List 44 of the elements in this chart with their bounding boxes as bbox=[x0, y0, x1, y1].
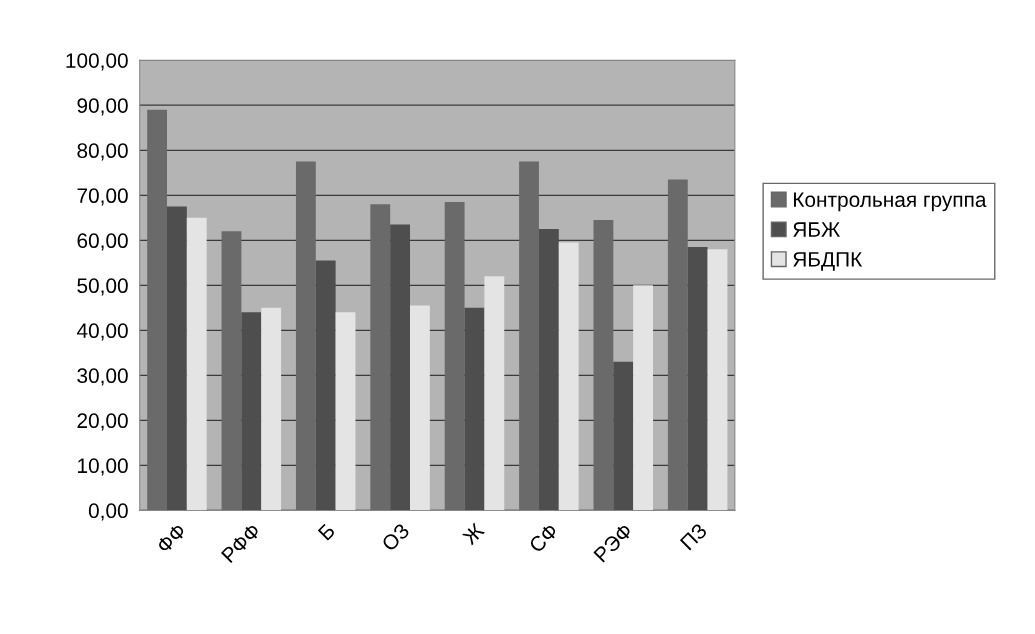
bar bbox=[593, 220, 614, 511]
y-tick-label: 50,00 bbox=[77, 278, 128, 296]
y-tick-label: 60,00 bbox=[77, 233, 128, 251]
bar bbox=[538, 229, 559, 511]
bar bbox=[519, 161, 539, 511]
x-tick-label: СФ bbox=[528, 522, 559, 554]
bar bbox=[707, 249, 728, 511]
y-tick-label: 70,00 bbox=[77, 188, 128, 206]
y-tick-label: 20,00 bbox=[77, 413, 128, 431]
bar bbox=[315, 260, 336, 511]
bar bbox=[221, 231, 242, 511]
bar bbox=[633, 285, 654, 511]
x-tick-label: ОЗ bbox=[380, 522, 411, 552]
legend-label: ЯБДПК bbox=[793, 252, 863, 271]
bar bbox=[167, 206, 187, 511]
bar bbox=[295, 161, 316, 511]
legend-label: ЯБЖ bbox=[793, 222, 840, 237]
bar bbox=[186, 217, 207, 511]
x-tick-label: Б bbox=[317, 522, 336, 541]
y-tick-label: 80,00 bbox=[77, 143, 128, 161]
legend-label: Контрольная группа bbox=[794, 192, 987, 212]
bar bbox=[390, 224, 411, 511]
y-tick-label: 10,00 bbox=[78, 458, 128, 476]
y-tick-label: 30,00 bbox=[77, 368, 128, 386]
bar bbox=[335, 312, 356, 511]
bar bbox=[667, 179, 688, 511]
bar bbox=[261, 307, 282, 511]
bar bbox=[613, 361, 634, 511]
y-tick-label: 40,00 bbox=[76, 323, 128, 341]
bar bbox=[484, 276, 505, 511]
bar bbox=[464, 307, 485, 511]
bar bbox=[370, 204, 391, 511]
y-tick-label: 0,00 bbox=[88, 503, 128, 521]
y-tick-label: 100,00 bbox=[66, 53, 128, 71]
x-tick-label: Ж bbox=[461, 522, 485, 546]
x-tick-label: ПЗ bbox=[679, 522, 708, 551]
bar bbox=[241, 312, 262, 511]
bar bbox=[410, 305, 430, 511]
y-tick-label: 90,00 bbox=[77, 98, 128, 116]
bar bbox=[687, 247, 708, 511]
bar bbox=[147, 109, 167, 511]
x-tick-label: ФФ bbox=[155, 522, 187, 554]
bar bbox=[558, 242, 579, 511]
bar bbox=[444, 202, 465, 511]
